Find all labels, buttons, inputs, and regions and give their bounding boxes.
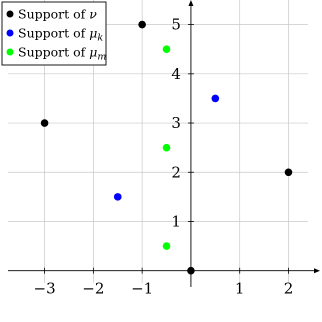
legend-marker bbox=[6, 10, 14, 18]
data-points bbox=[40, 20, 293, 275]
y-tick-label: 3 bbox=[171, 114, 181, 132]
data-point-series-1 bbox=[211, 94, 220, 103]
y-tick-label: 5 bbox=[171, 16, 181, 34]
x-tick-label: −1 bbox=[131, 280, 153, 298]
x-tick-label: −3 bbox=[34, 280, 56, 298]
data-point-series-2 bbox=[162, 242, 171, 250]
legend-box bbox=[1, 1, 107, 66]
data-point-series-0 bbox=[284, 168, 293, 177]
data-point-series-0 bbox=[138, 20, 146, 29]
data-point-series-0 bbox=[187, 266, 195, 275]
legend-entry: Support of ν bbox=[18, 7, 97, 22]
y-tick-label: 1 bbox=[171, 212, 181, 230]
legend-marker bbox=[6, 48, 14, 56]
tick-labels: −3 −2 −1 1 2 1 2 3 4 5 bbox=[34, 16, 294, 298]
axes bbox=[8, 0, 320, 287]
legend-entry: Support of μk bbox=[18, 26, 103, 44]
y-tick-label: 2 bbox=[171, 163, 181, 181]
legend-marker bbox=[6, 29, 14, 37]
y-axis-arrow bbox=[188, 0, 194, 6]
x-axis-arrow bbox=[314, 268, 320, 274]
x-tick-label: 1 bbox=[235, 280, 245, 298]
y-tick-label: 4 bbox=[171, 65, 181, 83]
data-point-series-1 bbox=[113, 193, 122, 201]
x-tick-label: 2 bbox=[284, 280, 294, 298]
data-point-series-0 bbox=[40, 119, 49, 127]
legend-entry: Support of μm bbox=[18, 45, 106, 63]
data-point-series-2 bbox=[162, 45, 171, 54]
data-point-series-2 bbox=[162, 143, 171, 152]
x-tick-label: −2 bbox=[82, 280, 104, 298]
